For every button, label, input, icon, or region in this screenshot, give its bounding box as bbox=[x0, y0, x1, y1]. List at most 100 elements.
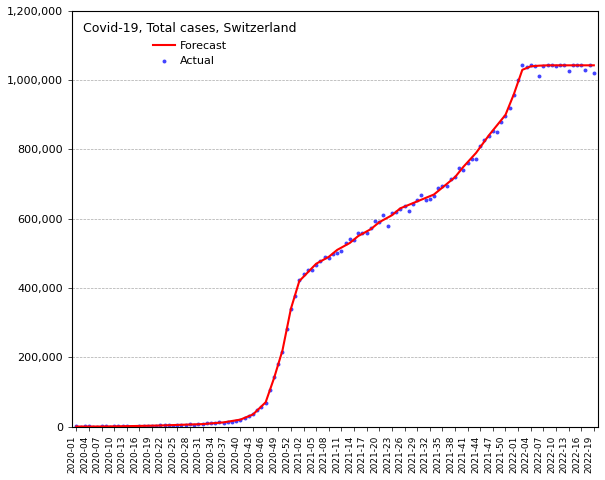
Actual bbox=[80, 422, 90, 430]
Actual bbox=[585, 61, 595, 69]
Actual bbox=[488, 128, 498, 135]
Actual bbox=[134, 422, 144, 430]
Actual bbox=[328, 250, 338, 258]
Actual bbox=[471, 155, 481, 163]
Actual bbox=[278, 348, 287, 356]
Actual bbox=[429, 192, 439, 200]
Actual bbox=[198, 420, 208, 428]
Actual bbox=[522, 63, 531, 71]
Actual bbox=[215, 419, 224, 426]
Actual bbox=[387, 209, 397, 216]
Actual bbox=[299, 271, 309, 278]
Actual bbox=[366, 224, 376, 232]
Actual bbox=[568, 61, 578, 69]
Actual bbox=[231, 417, 241, 425]
Actual bbox=[252, 407, 262, 414]
Actual bbox=[589, 69, 599, 76]
Actual bbox=[118, 422, 128, 430]
Actual bbox=[345, 235, 355, 243]
Actual bbox=[151, 422, 161, 430]
Actual bbox=[442, 182, 451, 190]
Actual bbox=[564, 68, 574, 75]
Actual bbox=[577, 61, 586, 69]
Actual bbox=[555, 61, 565, 69]
Actual bbox=[476, 142, 485, 150]
Actual bbox=[492, 128, 502, 135]
Actual bbox=[336, 247, 346, 255]
Actual bbox=[517, 61, 527, 69]
Actual bbox=[433, 184, 443, 192]
Actual bbox=[450, 173, 460, 180]
Forecast bbox=[77, 424, 84, 430]
Actual bbox=[185, 420, 195, 428]
Actual bbox=[560, 61, 569, 69]
Actual bbox=[408, 200, 418, 208]
Actual bbox=[324, 254, 333, 262]
Actual bbox=[269, 373, 279, 381]
Actual bbox=[295, 276, 304, 284]
Actual bbox=[110, 422, 119, 430]
Actual bbox=[484, 132, 494, 139]
Actual bbox=[168, 422, 178, 430]
Actual bbox=[244, 412, 253, 420]
Actual bbox=[97, 422, 106, 430]
Actual bbox=[122, 422, 132, 430]
Actual bbox=[155, 421, 165, 429]
Actual bbox=[509, 91, 518, 99]
Actual bbox=[206, 420, 216, 427]
Actual bbox=[126, 423, 136, 431]
Actual bbox=[101, 422, 111, 430]
Actual bbox=[316, 257, 325, 264]
Actual bbox=[181, 421, 191, 429]
Actual bbox=[581, 66, 590, 74]
Actual bbox=[307, 266, 317, 274]
Actual bbox=[273, 360, 283, 368]
Actual bbox=[404, 208, 414, 216]
Actual bbox=[219, 419, 229, 427]
Actual bbox=[530, 62, 540, 70]
Actual bbox=[538, 62, 548, 70]
Actual bbox=[513, 76, 523, 84]
Actual bbox=[362, 229, 371, 237]
Forecast bbox=[106, 423, 114, 429]
Actual bbox=[303, 266, 313, 274]
Actual bbox=[332, 249, 342, 257]
Actual bbox=[319, 253, 329, 261]
Actual bbox=[391, 208, 401, 216]
Forecast bbox=[544, 62, 551, 68]
Actual bbox=[454, 165, 464, 172]
Actual bbox=[248, 410, 258, 418]
Actual bbox=[497, 118, 506, 126]
Actual bbox=[543, 61, 552, 69]
Actual bbox=[261, 399, 270, 407]
Actual bbox=[374, 218, 384, 226]
Actual bbox=[358, 229, 367, 237]
Actual bbox=[143, 422, 152, 430]
Actual bbox=[105, 423, 115, 431]
Actual bbox=[71, 422, 81, 430]
Actual bbox=[177, 421, 186, 429]
Actual bbox=[257, 403, 266, 411]
Actual bbox=[534, 72, 544, 80]
Actual bbox=[437, 182, 447, 190]
Actual bbox=[88, 423, 98, 431]
Actual bbox=[463, 160, 473, 168]
Actual bbox=[446, 175, 456, 182]
Actual bbox=[526, 61, 535, 69]
Actual bbox=[370, 217, 380, 225]
Actual bbox=[501, 113, 511, 120]
Actual bbox=[93, 423, 102, 431]
Forecast bbox=[300, 274, 307, 280]
Actual bbox=[227, 418, 237, 425]
Actual bbox=[459, 166, 468, 173]
Actual bbox=[84, 422, 94, 430]
Forecast bbox=[73, 424, 80, 430]
Actual bbox=[383, 222, 393, 229]
Actual bbox=[172, 421, 182, 429]
Actual bbox=[416, 191, 426, 199]
Actual bbox=[286, 306, 296, 313]
Actual bbox=[290, 292, 300, 300]
Actual bbox=[211, 420, 220, 427]
Line: Forecast: Forecast bbox=[76, 65, 594, 427]
Actual bbox=[551, 62, 561, 70]
